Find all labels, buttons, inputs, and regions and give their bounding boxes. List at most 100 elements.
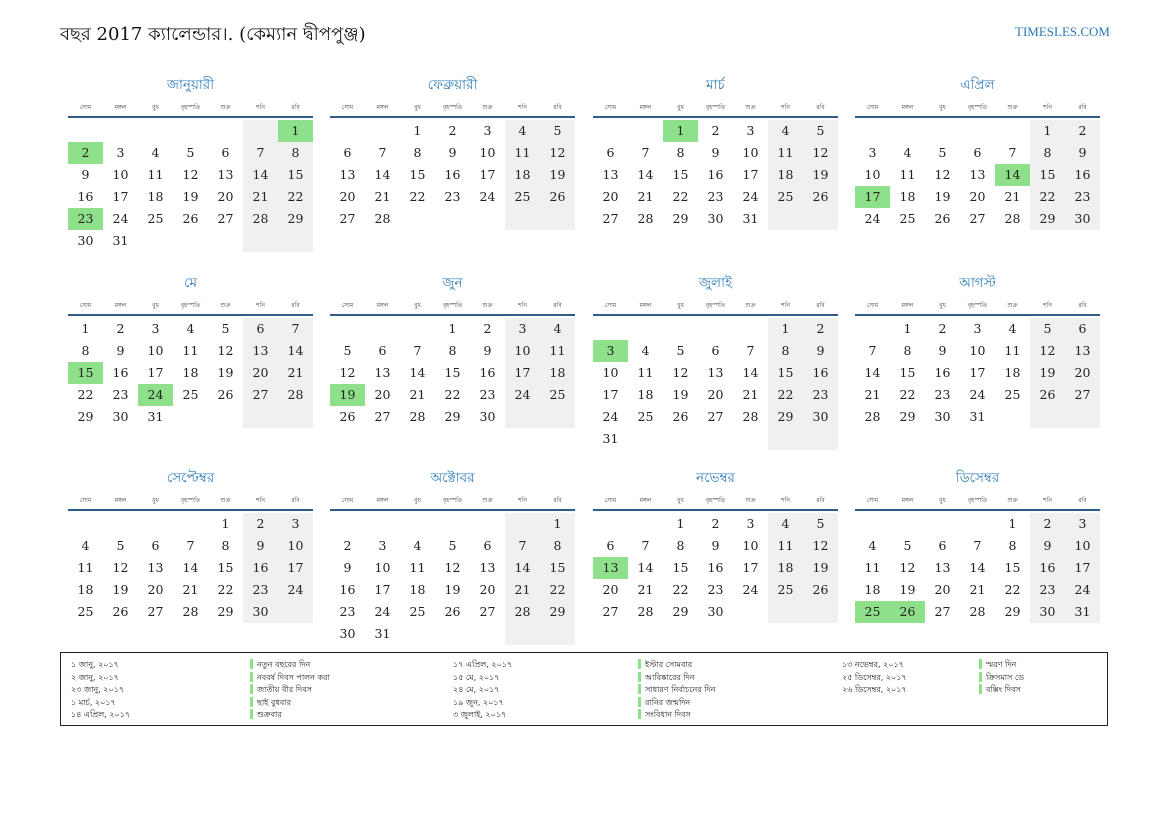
weekday-header: সোম মঙ্গল বুধ বৃহস্পতি শুক্র শনি রবি: [855, 300, 1100, 316]
day-cell: 27: [339, 211, 356, 226]
holiday-day-cell: 1: [278, 120, 313, 142]
weekend-shade: [243, 318, 313, 428]
day-cell: 23: [252, 582, 269, 597]
weekday-label: শনি: [256, 302, 265, 309]
day-cell: 5: [816, 123, 825, 138]
weekday-label: সোম: [341, 104, 354, 111]
day-cell: 11: [409, 560, 426, 575]
day-cell: 28: [374, 211, 391, 226]
day-cell: 6: [606, 538, 615, 553]
day-cell: 27: [252, 387, 269, 402]
day-cell: 11: [147, 167, 164, 182]
day-cell: 15: [444, 365, 461, 380]
day-cell: 30: [339, 626, 356, 641]
day-cell: 26: [934, 211, 951, 226]
month-title: জানুয়ারী: [166, 77, 215, 93]
day-cell: 2: [343, 538, 352, 553]
day-cell: 12: [217, 343, 234, 358]
weekday-label: বুধ: [939, 497, 946, 504]
day-cell: 15: [899, 365, 916, 380]
holiday-day-cell: 13: [593, 557, 628, 579]
holiday-name: জাতীয় বীর দিবস: [250, 684, 312, 697]
day-cell: 14: [637, 167, 654, 182]
day-cell: 25: [182, 387, 199, 402]
day-cell: 12: [339, 365, 356, 380]
day-cell: 16: [479, 365, 496, 380]
day-cell: 20: [969, 189, 986, 204]
weekday-label: বুধ: [939, 302, 946, 309]
day-cell: 21: [864, 387, 881, 402]
month-title: এপ্রিল: [960, 77, 995, 93]
day-cell: 7: [641, 145, 650, 160]
weekday-label: বুধ: [677, 302, 684, 309]
day-cell: 28: [969, 604, 986, 619]
day-cell: 27: [934, 604, 951, 619]
day-cell: 28: [252, 211, 269, 226]
day-cell: 2: [938, 321, 947, 336]
day-cell: 10: [864, 167, 881, 182]
weekday-label: বৃহস্পতি: [442, 497, 463, 504]
day-cell: 30: [1074, 211, 1091, 226]
day-cell: 28: [514, 604, 531, 619]
day-cell: 17: [602, 387, 619, 402]
day-cell: 27: [602, 211, 619, 226]
day-cell: 8: [1043, 145, 1052, 160]
day-cell: 18: [409, 582, 426, 597]
day-cell: 9: [116, 343, 125, 358]
day-cell: 27: [147, 604, 164, 619]
day-cell: 17: [374, 582, 391, 597]
day-cell: 23: [934, 387, 951, 402]
holiday-date: ২ জানু, ২০১৭: [71, 672, 119, 682]
day-cell: 17: [1074, 560, 1091, 575]
holiday-date: ২৬ ডিসেম্বর, ২০১৭: [842, 685, 907, 694]
day-cell: 12: [182, 167, 199, 182]
day-cell: 1: [903, 321, 912, 336]
day-cell: 20: [147, 582, 164, 597]
weekday-label: মঙ্গল: [901, 302, 914, 309]
month-calendar: জানুয়ারী সোম মঙ্গল বুধ বৃহস্পতি শুক্র শনি রবি 1…: [68, 74, 313, 259]
day-cell: 3: [746, 123, 755, 138]
day-cell: 22: [549, 582, 566, 597]
day-cell: 3: [746, 516, 755, 531]
day-cell: 17: [742, 560, 759, 575]
day-cell: 26: [182, 211, 199, 226]
day-cell: 4: [1008, 321, 1017, 336]
day-cell: 31: [1074, 604, 1091, 619]
day-cell: 2: [1043, 516, 1052, 531]
weekday-label: রবি: [291, 104, 300, 111]
holiday-date: ১ মার্চ, ২০১৭: [71, 697, 116, 707]
weekday-label: সোম: [866, 104, 879, 111]
weekday-label: মঙ্গল: [639, 104, 652, 111]
day-cell: 2: [483, 321, 492, 336]
day-cell: 6: [343, 145, 352, 160]
holiday-day-cell: 1: [663, 120, 698, 142]
weekday-label: শনি: [518, 302, 527, 309]
day-cell: 19: [112, 582, 129, 597]
site-link[interactable]: TIMESLES.COM: [1015, 24, 1110, 39]
day-cell: 8: [448, 343, 457, 358]
weekday-label: বৃহস্পতি: [967, 104, 988, 111]
day-cell: 26: [549, 189, 566, 204]
holiday-name: ছাই বুধবার: [250, 696, 291, 710]
day-cell: 6: [483, 538, 492, 553]
day-cell: 15: [287, 167, 304, 182]
weekday-header: সোম মঙ্গল বুধ বৃহস্পতি শুক্র শনি রবি: [593, 300, 838, 316]
weekday-label: রবি: [291, 497, 300, 504]
day-cell: 28: [287, 387, 304, 402]
day-cell: 19: [1039, 365, 1056, 380]
day-cell: 29: [1039, 211, 1056, 226]
day-cell: 12: [112, 560, 129, 575]
day-cell: 21: [1004, 189, 1021, 204]
day-cell: 19: [444, 582, 461, 597]
day-cell: 11: [182, 343, 199, 358]
day-cell: 18: [147, 189, 164, 204]
day-cell: 19: [672, 387, 689, 402]
day-cell: 3: [483, 123, 492, 138]
weekday-label: বৃহস্পতি: [705, 104, 726, 111]
day-cell: 21: [182, 582, 199, 597]
day-cell: 6: [938, 538, 947, 553]
weekday-label: শুক্র: [220, 302, 231, 309]
weekday-label: শনি: [1043, 497, 1052, 504]
day-cell: 18: [1004, 365, 1021, 380]
day-cell: 18: [514, 167, 531, 182]
